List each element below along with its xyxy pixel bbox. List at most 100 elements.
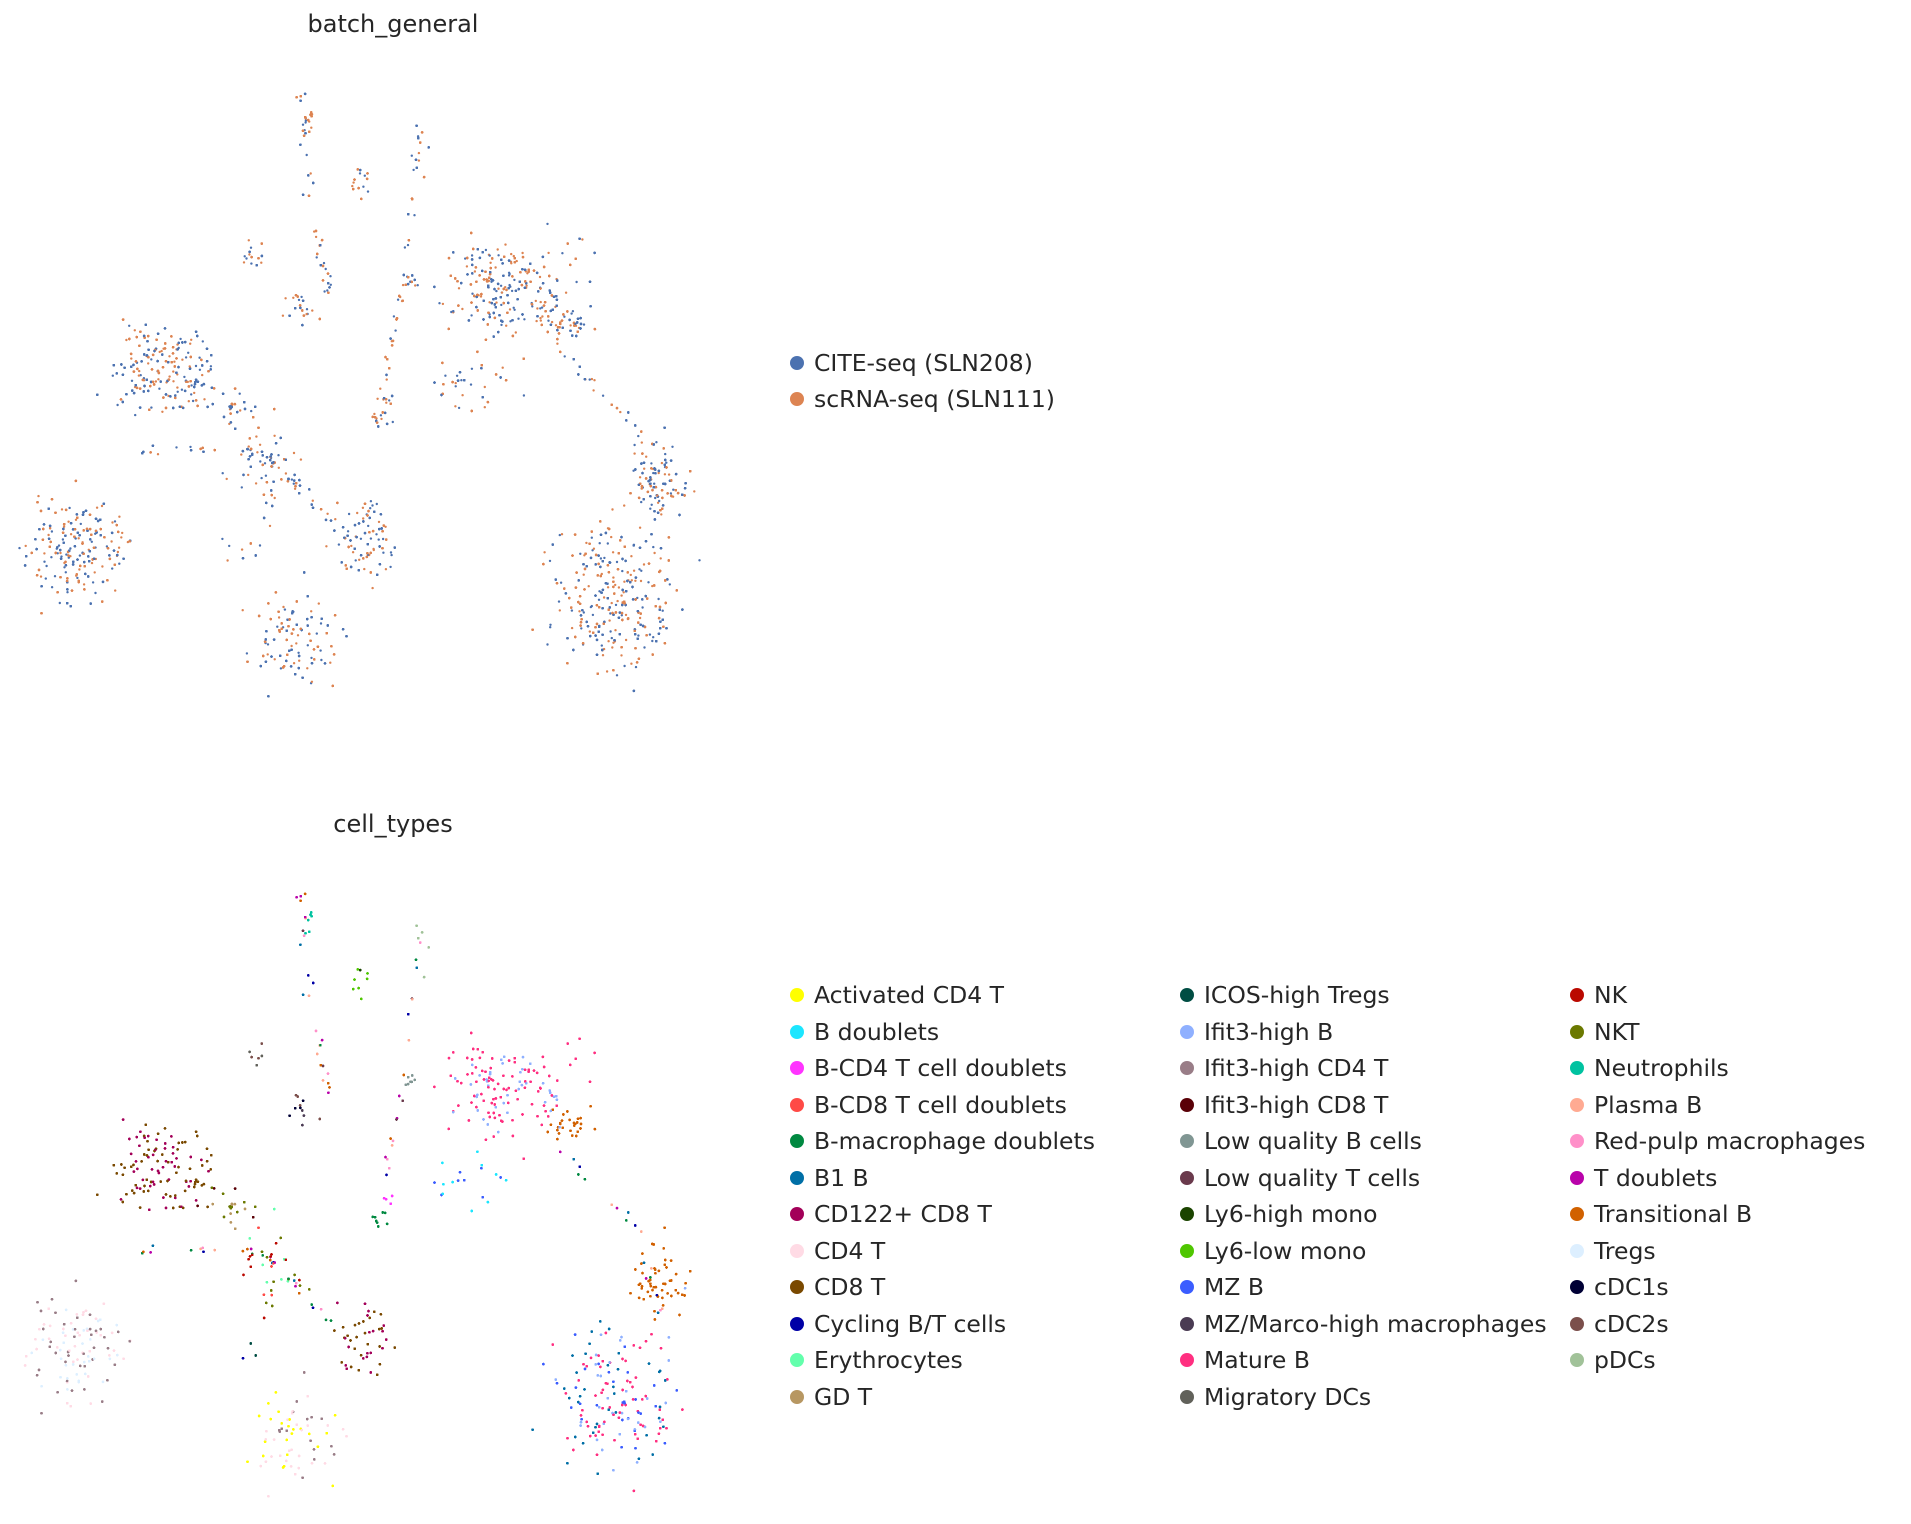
cell-point-scrna-seq-sln111	[277, 616, 281, 619]
cell-point-scrna-seq-sln111	[465, 265, 469, 268]
cell-point-scrna-seq-sln111	[539, 300, 542, 304]
cell-point-scrna-seq-sln111	[37, 494, 40, 498]
cell-point-cite-seq-sln208	[469, 383, 473, 386]
cell-point-cite-seq-sln208	[221, 472, 224, 475]
cell-point-cite-seq-sln208	[651, 639, 654, 643]
cell-point-cite-seq-sln208	[243, 255, 246, 258]
cell-point-scrna-seq-sln111	[554, 324, 558, 327]
cell-point-cite-seq-sln208	[324, 267, 327, 271]
cell-point-cite-seq-sln208	[657, 597, 660, 601]
cell-point-cite-seq-sln208	[546, 643, 549, 646]
cell-point-cite-seq-sln208	[245, 652, 249, 655]
cell-point-cite-seq-sln208	[570, 312, 573, 315]
cell-point-scrna-seq-sln111	[203, 398, 206, 401]
cell-point-scrna-seq-sln111	[168, 375, 171, 378]
cell-point-cite-seq-sln208	[653, 482, 656, 485]
cell-point-cite-seq-sln208	[606, 542, 609, 545]
cell-point-scrna-seq-sln111	[314, 235, 318, 239]
cell-point-cite-seq-sln208	[633, 443, 636, 447]
cell-point-scrna-seq-sln111	[311, 309, 314, 312]
cell-point-scrna-seq-sln111	[293, 487, 297, 490]
cell-point-cite-seq-sln208	[648, 633, 652, 636]
cell-point-cite-seq-sln208	[513, 278, 516, 282]
cell-point-scrna-seq-sln111	[358, 558, 361, 561]
cell-point-cite-seq-sln208	[591, 549, 594, 552]
cell-point-cite-seq-sln208	[139, 374, 142, 377]
cell-point-scrna-seq-sln111	[310, 680, 314, 683]
cell-point-cite-seq-sln208	[297, 651, 300, 654]
cell-point-cite-seq-sln208	[187, 351, 190, 354]
cell-point-scrna-seq-sln111	[578, 610, 581, 613]
cell-point-scrna-seq-sln111	[376, 397, 379, 400]
cell-point-cite-seq-sln208	[347, 512, 351, 516]
cell-point-cite-seq-sln208	[615, 560, 619, 564]
cell-point-scrna-seq-sln111	[363, 567, 366, 571]
cell-point-cite-seq-sln208	[301, 123, 305, 126]
cell-point-cite-seq-sln208	[413, 214, 416, 217]
cell-point-cite-seq-sln208	[315, 256, 318, 259]
cell-point-cite-seq-sln208	[250, 409, 253, 413]
cell-point-scrna-seq-sln111	[176, 386, 179, 389]
cell-point-scrna-seq-sln111	[401, 283, 405, 287]
cell-point-scrna-seq-sln111	[193, 391, 196, 395]
cell-point-cite-seq-sln208	[63, 566, 66, 569]
cell-point-cite-seq-sln208	[150, 406, 153, 409]
cell-point-cite-seq-sln208	[283, 608, 287, 611]
cell-point-scrna-seq-sln111	[292, 296, 295, 299]
cell-point-scrna-seq-sln111	[67, 520, 70, 523]
cell-point-scrna-seq-sln111	[632, 569, 636, 572]
cell-point-cite-seq-sln208	[379, 414, 383, 417]
cell-point-scrna-seq-sln111	[497, 287, 500, 290]
cell-point-cite-seq-sln208	[394, 329, 397, 332]
cell-point-cite-seq-sln208	[603, 556, 606, 560]
cell-point-cite-seq-sln208	[194, 364, 198, 368]
cell-point-cite-seq-sln208	[18, 546, 21, 550]
cell-point-scrna-seq-sln111	[494, 266, 497, 269]
cell-point-scrna-seq-sln111	[569, 324, 572, 327]
cell-point-scrna-seq-sln111	[660, 461, 664, 465]
cell-point-scrna-seq-sln111	[247, 473, 250, 477]
cell-point-cite-seq-sln208	[65, 553, 68, 556]
cell-point-scrna-seq-sln111	[172, 370, 175, 373]
cell-point-cite-seq-sln208	[654, 496, 657, 500]
cell-point-scrna-seq-sln111	[362, 517, 365, 520]
cell-point-cite-seq-sln208	[61, 538, 65, 541]
cell-point-scrna-seq-sln111	[117, 546, 121, 549]
cell-point-cite-seq-sln208	[513, 308, 516, 311]
cell-point-scrna-seq-sln111	[255, 435, 258, 438]
cell-point-scrna-seq-sln111	[614, 583, 617, 587]
cell-point-scrna-seq-sln111	[600, 572, 603, 576]
cell-point-cite-seq-sln208	[495, 289, 498, 293]
cell-point-cite-seq-sln208	[549, 623, 552, 626]
cell-point-scrna-seq-sln111	[608, 619, 611, 622]
cell-point-scrna-seq-sln111	[638, 476, 642, 479]
cell-point-cite-seq-sln208	[658, 499, 661, 503]
cell-point-cite-seq-sln208	[258, 544, 262, 547]
cell-point-scrna-seq-sln111	[240, 453, 243, 456]
cell-point-scrna-seq-sln111	[581, 238, 584, 241]
cell-point-scrna-seq-sln111	[656, 501, 660, 504]
cell-point-cite-seq-sln208	[517, 317, 520, 320]
cell-point-cite-seq-sln208	[649, 507, 652, 510]
cell-point-scrna-seq-sln111	[634, 579, 637, 582]
cell-point-scrna-seq-sln111	[125, 338, 128, 342]
cell-point-scrna-seq-sln111	[379, 387, 382, 390]
cell-point-scrna-seq-sln111	[226, 559, 229, 562]
cell-point-scrna-seq-sln111	[508, 308, 512, 311]
cell-point-cite-seq-sln208	[470, 314, 473, 317]
cell-point-scrna-seq-sln111	[558, 609, 561, 612]
cell-point-cite-seq-sln208	[369, 537, 373, 540]
cell-point-cite-seq-sln208	[558, 533, 561, 537]
cell-point-scrna-seq-sln111	[154, 380, 158, 383]
cell-point-cite-seq-sln208	[416, 135, 420, 138]
cell-point-scrna-seq-sln111	[510, 252, 513, 256]
cell-point-cite-seq-sln208	[381, 537, 385, 541]
cell-point-cite-seq-sln208	[561, 252, 564, 255]
cell-point-cite-seq-sln208	[643, 646, 646, 649]
cell-point-scrna-seq-sln111	[317, 602, 320, 605]
cell-point-cite-seq-sln208	[497, 254, 500, 257]
cell-point-scrna-seq-sln111	[536, 307, 539, 310]
cell-point-scrna-seq-sln111	[454, 381, 457, 385]
cell-point-scrna-seq-sln111	[138, 369, 141, 373]
cell-point-cite-seq-sln208	[290, 478, 294, 481]
